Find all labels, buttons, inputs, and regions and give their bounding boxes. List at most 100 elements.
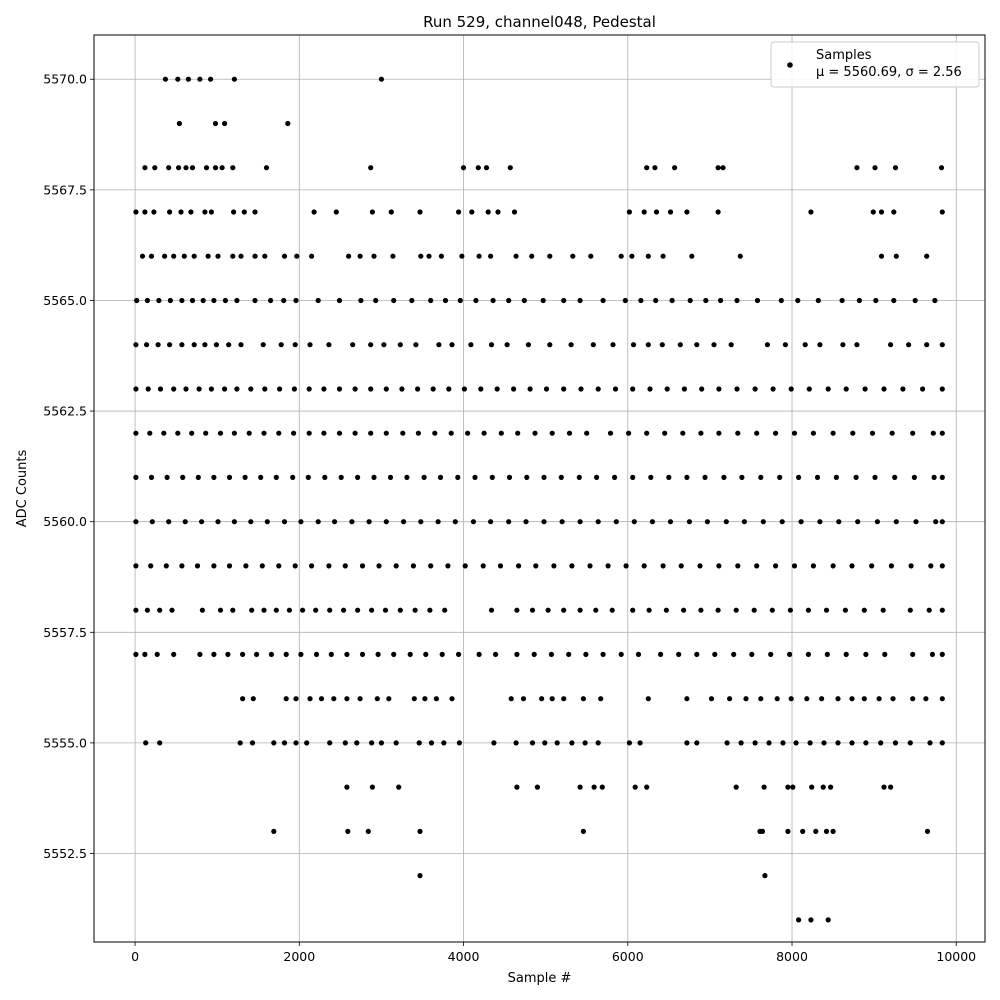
data-point (779, 519, 785, 525)
data-point (849, 740, 855, 746)
data-point (861, 607, 867, 613)
data-point (217, 430, 224, 436)
data-point (352, 430, 358, 436)
data-point (652, 165, 658, 171)
data-point (678, 563, 684, 569)
data-point (327, 607, 333, 613)
data-point (559, 519, 565, 525)
data-point (460, 165, 467, 171)
data-point (694, 740, 700, 746)
data-point (577, 297, 583, 304)
data-point (252, 253, 258, 259)
data-point (133, 651, 139, 658)
data-point (226, 342, 232, 348)
data-point (344, 651, 350, 658)
data-point (900, 386, 906, 392)
data-point (495, 209, 501, 215)
data-point (417, 209, 423, 215)
data-point (723, 519, 729, 525)
y-tick-label: 5552.5 (43, 846, 87, 861)
data-point (645, 342, 651, 348)
data-point (759, 828, 766, 835)
data-point (242, 474, 248, 480)
data-point (800, 828, 806, 835)
data-point (494, 386, 500, 392)
legend-stats: μ = 5560.69, σ = 2.56 (816, 65, 962, 80)
data-point (333, 209, 339, 215)
data-point (529, 253, 535, 259)
data-point (913, 519, 919, 525)
data-point (653, 297, 659, 304)
data-point (401, 519, 407, 525)
data-point (716, 386, 722, 392)
data-point (468, 342, 474, 348)
data-point (516, 563, 522, 569)
data-point (542, 740, 548, 746)
data-point (355, 474, 361, 480)
data-point (281, 297, 287, 304)
data-point (195, 474, 201, 480)
data-point (139, 253, 146, 259)
data-point (283, 696, 289, 702)
data-point (529, 607, 536, 613)
data-point (842, 607, 849, 613)
data-point (738, 740, 744, 746)
data-point (488, 253, 494, 259)
data-point (796, 917, 802, 923)
data-point (416, 740, 422, 746)
data-point (469, 209, 475, 215)
data-point (774, 696, 780, 702)
data-point (412, 607, 418, 613)
data-point (605, 563, 611, 569)
data-point (777, 474, 783, 480)
data-point (470, 519, 476, 525)
data-point (188, 209, 194, 215)
data-point (644, 784, 650, 790)
data-point (580, 696, 587, 702)
data-point (667, 209, 674, 215)
data-point (231, 519, 237, 525)
y-tick-label: 5562.5 (43, 404, 87, 419)
data-point (252, 297, 258, 304)
data-point (435, 519, 441, 525)
data-point (551, 563, 557, 569)
data-point (754, 563, 760, 569)
data-point (927, 740, 933, 746)
data-point (724, 740, 730, 746)
data-point (249, 740, 256, 746)
data-point (906, 342, 912, 348)
data-point (630, 386, 636, 392)
data-point (739, 474, 745, 480)
data-point (768, 651, 774, 658)
data-point (718, 297, 724, 304)
data-point (618, 651, 624, 658)
data-point (825, 917, 831, 923)
data-point (737, 253, 743, 259)
data-point (872, 474, 878, 480)
data-point (226, 563, 233, 569)
data-point (307, 342, 313, 348)
data-point (418, 253, 424, 259)
data-point (133, 519, 139, 525)
data-point (430, 386, 436, 392)
data-point (428, 740, 435, 746)
data-point (309, 563, 315, 569)
data-point (283, 651, 289, 658)
data-point (366, 519, 372, 525)
data-point (200, 297, 206, 304)
data-point (694, 342, 700, 348)
y-tick-label: 5557.5 (43, 625, 87, 640)
data-point (874, 519, 881, 525)
data-point (514, 651, 520, 658)
data-point (641, 209, 647, 215)
data-point (374, 696, 380, 702)
data-point (892, 165, 899, 171)
data-point (369, 784, 375, 790)
data-point (368, 386, 374, 392)
data-point (133, 430, 139, 436)
legend: Samples μ = 5560.69, σ = 2.56 (770, 41, 980, 88)
data-point (211, 651, 217, 658)
data-point (278, 342, 284, 348)
data-point (355, 607, 361, 613)
